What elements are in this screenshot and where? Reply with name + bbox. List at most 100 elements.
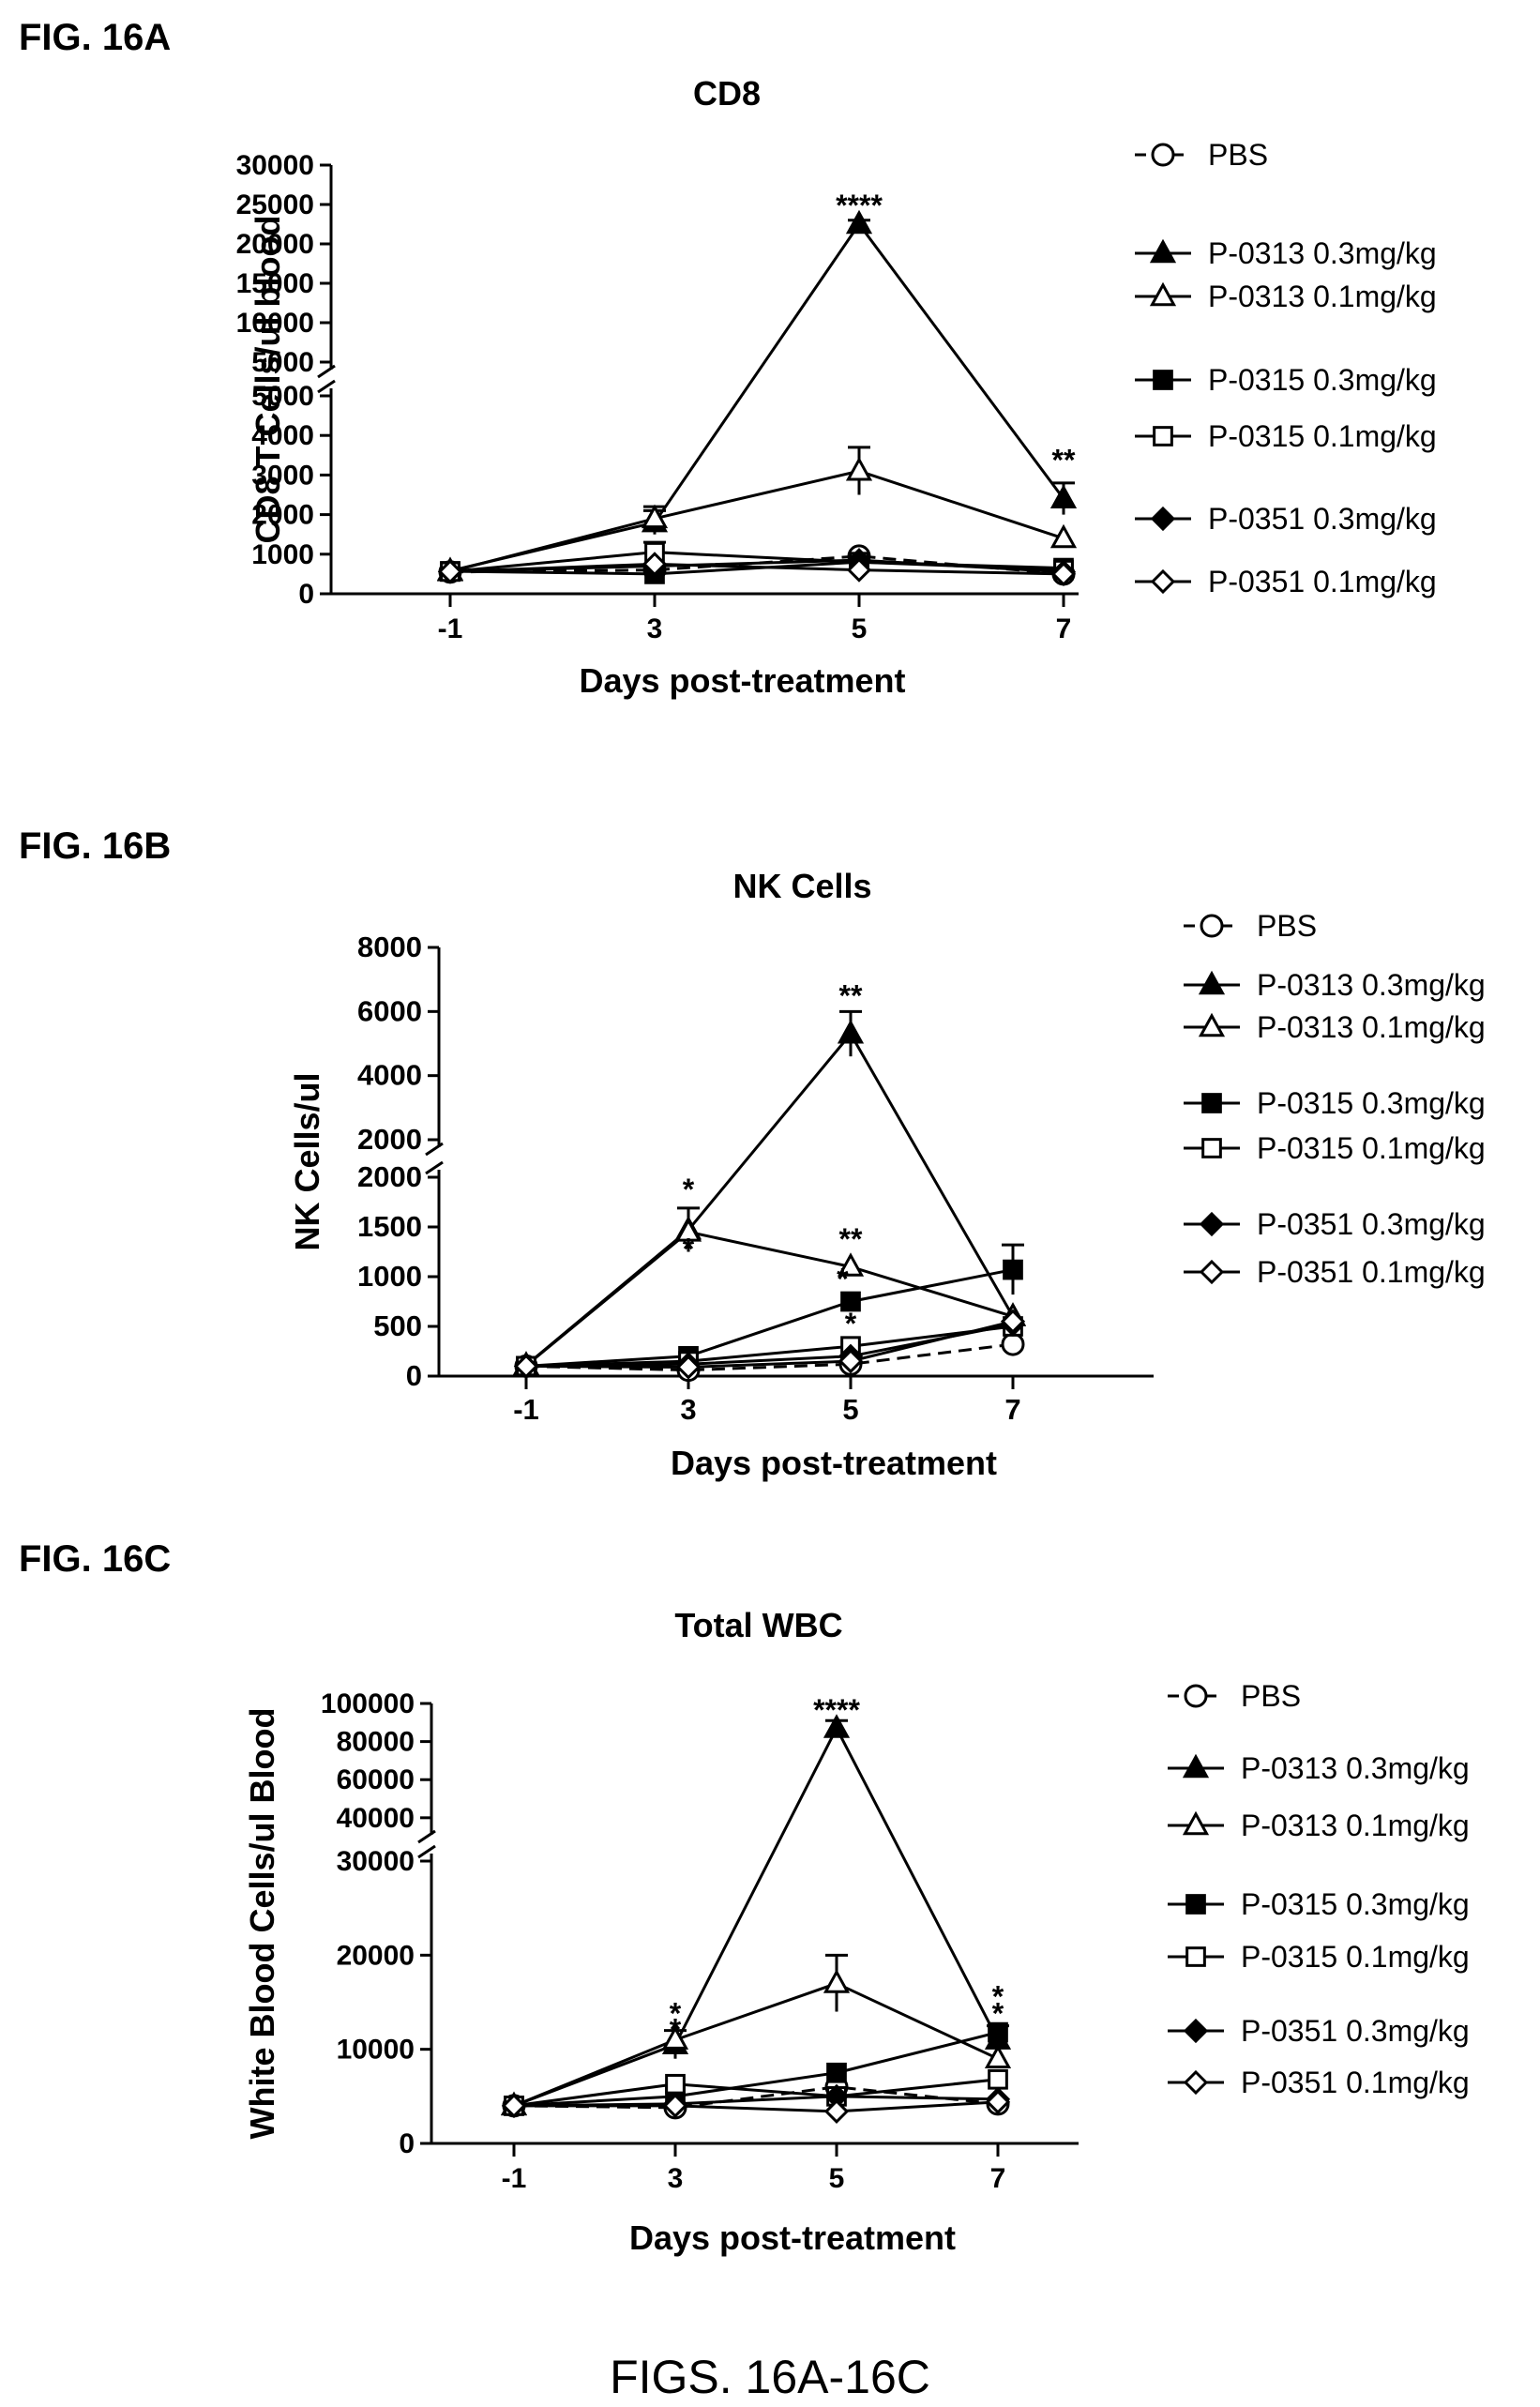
significance-annotation: **	[1052, 444, 1076, 477]
legend-marker	[1184, 1684, 1208, 1708]
data-point	[665, 2073, 686, 2095]
legend-marker	[1153, 426, 1173, 447]
legend-label: P-0313 0.1mg/kg	[1241, 1809, 1470, 1842]
data-point	[845, 456, 873, 481]
series-line	[525, 1031, 1015, 1367]
legend-entry-p-0313-0-1mg-kg: P-0313 0.1mg/kg	[1135, 280, 1437, 313]
data-point	[1001, 1332, 1025, 1356]
legend-marker	[1201, 1093, 1222, 1113]
y-tick-label: 5000	[251, 347, 314, 378]
legend-label: P-0351 0.1mg/kg	[1257, 1255, 1486, 1289]
legend-marker	[1151, 143, 1175, 167]
legend-entry-p-0313-0-3mg-kg: P-0313 0.3mg/kg	[1168, 1751, 1470, 1785]
data-point	[1050, 561, 1077, 587]
y-tick-label: 2000	[357, 1123, 422, 1156]
legend-entry-pbs: PBS	[1184, 909, 1317, 943]
data-point	[1000, 1309, 1026, 1334]
series-line	[449, 221, 1065, 572]
data-point	[837, 1020, 865, 1044]
axis-break-mark	[425, 1142, 444, 1157]
legend-marker	[1201, 1138, 1222, 1158]
y-tick-label: 20000	[236, 229, 314, 260]
significance-annotation: *	[992, 1979, 1004, 2013]
legend-entry-pbs: PBS	[1168, 1679, 1301, 1713]
legend-marker	[1198, 1012, 1226, 1037]
legend-entry-p-0313-0-1mg-kg: P-0313 0.1mg/kg	[1184, 1010, 1486, 1044]
significance-annotation: *	[670, 1997, 682, 2031]
data-point	[1049, 523, 1078, 549]
legend-marker	[1150, 506, 1176, 532]
legend-label: P-0313 0.1mg/kg	[1257, 1010, 1486, 1044]
y-tick-label: 1000	[357, 1260, 422, 1293]
y-tick-label: 30000	[337, 1846, 415, 1877]
y-axis-label: NK Cells/ul	[288, 1072, 326, 1250]
data-point	[826, 2062, 847, 2083]
series-line	[513, 1725, 1000, 2108]
data-point	[642, 552, 668, 577]
series-line	[449, 469, 1064, 573]
x-tick-label: 3	[647, 613, 663, 644]
significance-annotation: *	[670, 2013, 682, 2047]
x-axis-label: Days post-treatment	[671, 1444, 997, 1482]
y-tick-label: 1500	[357, 1210, 422, 1243]
axis-break-mark	[317, 379, 336, 394]
legend-entry-p-0313-0-3mg-kg: P-0313 0.3mg/kg	[1184, 968, 1486, 1002]
data-point	[845, 209, 873, 235]
data-point	[846, 557, 872, 583]
series-p-0351-0-1mg-kg	[437, 552, 1077, 587]
legend-entry-p-0313-0-3mg-kg: P-0313 0.3mg/kg	[1135, 236, 1437, 270]
y-tick-label: 15000	[236, 268, 314, 299]
data-point	[823, 1714, 851, 1738]
chart-nk-cells: NK Cells 0 500 1000 1500 2000 2000 4000 6000 8000…	[288, 867, 1486, 1482]
legend-label: P-0315 0.1mg/kg	[1208, 419, 1437, 453]
significance-annotation: *	[845, 1307, 857, 1340]
data-point	[984, 2044, 1012, 2068]
y-tick-label: 40000	[337, 1803, 415, 1834]
series-p-0313-0-1mg-kg	[436, 446, 1078, 582]
legend-marker	[1199, 1259, 1225, 1285]
legend-label: P-0351 0.1mg/kg	[1208, 565, 1437, 598]
y-tick-label: 3000	[251, 460, 314, 491]
significance-annotation: **	[839, 979, 863, 1013]
legend-label: P-0351 0.1mg/kg	[1241, 2066, 1470, 2099]
legend-marker	[1198, 970, 1226, 995]
series-line	[513, 1981, 999, 2108]
data-point	[988, 2021, 1008, 2043]
legend-entry-p-0315-0-3mg-kg: P-0315 0.3mg/kg	[1184, 1086, 1486, 1120]
y-tick-label: 0	[406, 1359, 422, 1392]
data-point	[675, 1355, 702, 1380]
y-tick-label: 10000	[337, 2035, 415, 2066]
chart-total-wbc: Total WBC 0 10000 20000 30000 40000 60000 80000…	[243, 1606, 1470, 2257]
data-point	[1003, 1259, 1023, 1280]
x-tick-label: 7	[1004, 1393, 1020, 1426]
y-tick-label: 500	[373, 1309, 422, 1342]
legend-marker	[1185, 1946, 1206, 1967]
legend-label: P-0315 0.3mg/kg	[1257, 1086, 1486, 1120]
data-point	[501, 2093, 527, 2118]
series-line	[513, 2085, 999, 2110]
x-tick-label: -1	[502, 2163, 527, 2194]
data-point	[840, 1291, 861, 1312]
y-tick-label: 100000	[321, 1688, 415, 1719]
legend-entry-p-0351-0-3mg-kg: P-0351 0.3mg/kg	[1168, 2014, 1470, 2048]
series-line	[525, 1230, 1014, 1368]
y-tick-label: 6000	[357, 994, 422, 1027]
y-tick-label: 20000	[337, 1940, 415, 1971]
significance-annotation: *	[683, 1233, 695, 1266]
chart-panel-nk-cells: NK Cells 0 500 1000 1500 2000 2000 4000 6000 8000…	[0, 858, 1540, 1515]
legend-entry-p-0315-0-1mg-kg: P-0315 0.1mg/kg	[1135, 419, 1437, 453]
x-tick-label: 7	[990, 2163, 1006, 2194]
legend-label: P-0313 0.3mg/kg	[1241, 1751, 1470, 1785]
data-point	[661, 2025, 689, 2050]
legend-label: P-0313 0.1mg/kg	[1208, 280, 1437, 313]
significance-annotation: *	[992, 1997, 1004, 2031]
legend-label: P-0351 0.3mg/kg	[1208, 502, 1437, 536]
series-p-0313-0-3mg-kg	[436, 209, 1078, 581]
fig-16c-label: FIG. 16C	[19, 1538, 172, 1580]
legend-entry-p-0351-0-1mg-kg: P-0351 0.1mg/kg	[1168, 2066, 1470, 2099]
series-line	[513, 2078, 999, 2108]
legend-label: P-0315 0.1mg/kg	[1241, 1940, 1470, 1974]
chart-title: NK Cells	[732, 867, 871, 905]
y-tick-label: 2000	[357, 1160, 422, 1193]
legend-entry-p-0351-0-3mg-kg: P-0351 0.3mg/kg	[1135, 502, 1437, 536]
